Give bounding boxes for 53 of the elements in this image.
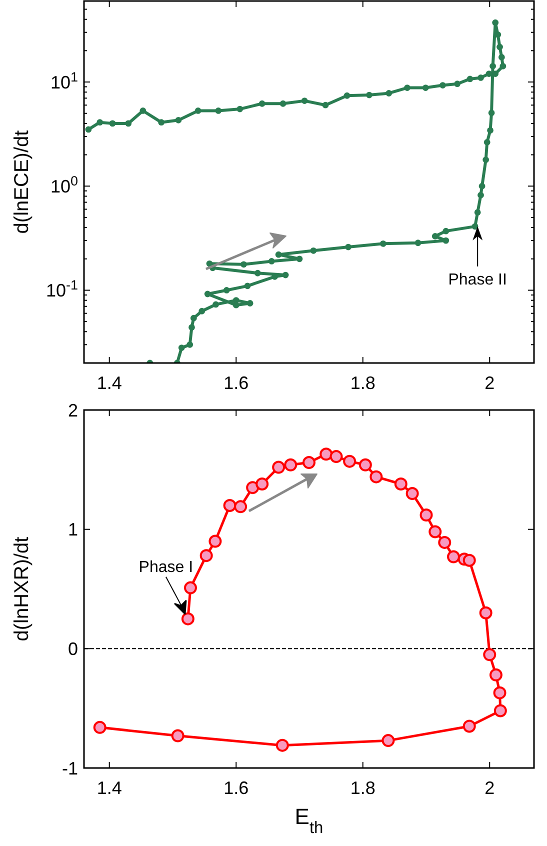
point	[234, 500, 248, 514]
point	[489, 668, 502, 682]
point	[184, 581, 197, 594]
x-axis-title: E$_{th}$	[294, 804, 324, 837]
point	[493, 686, 506, 700]
y-tick-label: -1	[62, 758, 78, 778]
point	[447, 550, 460, 564]
point	[181, 612, 194, 626]
point	[302, 456, 316, 470]
annotation: Phase I	[138, 558, 194, 576]
point	[394, 477, 408, 490]
y-tick-label: 10$^{0}$	[50, 172, 78, 196]
point	[462, 720, 476, 733]
point	[284, 458, 298, 472]
point	[246, 481, 260, 494]
point	[358, 458, 372, 472]
point	[171, 729, 184, 742]
annotation: Phase II	[448, 271, 507, 288]
point	[200, 549, 213, 562]
x-tick-label: 1.4	[96, 373, 122, 393]
x-tick-label: 1.8	[350, 778, 376, 798]
point	[276, 738, 289, 752]
point	[223, 498, 236, 512]
point	[438, 536, 452, 549]
point	[428, 525, 442, 538]
x-tick-label: 1.6	[224, 778, 249, 798]
y-tick-label: 2	[68, 400, 78, 420]
x-tick-label: 1.8	[350, 373, 376, 393]
point	[382, 734, 395, 748]
point	[208, 534, 222, 548]
point	[256, 477, 269, 490]
y-tick-label: 1	[68, 520, 78, 540]
point	[420, 508, 433, 522]
point	[343, 454, 356, 468]
y-axis-title: d(lnECE)/dt	[11, 130, 33, 234]
point	[320, 448, 333, 461]
point	[462, 554, 476, 567]
x-tick-label: 2	[484, 778, 495, 798]
y-tick-label: 10$^{-1}$	[46, 277, 78, 301]
point	[93, 720, 106, 734]
y-axis-title: d(lnHXR)/dt	[11, 536, 33, 642]
point	[483, 648, 496, 662]
point	[370, 470, 383, 484]
point	[330, 450, 343, 464]
point	[272, 460, 286, 474]
y-tick-label: 0	[68, 638, 78, 659]
y-tick-label: 10$^{1}$	[50, 68, 78, 92]
x-tick-label: 2	[484, 373, 495, 393]
point	[406, 487, 419, 500]
point	[494, 704, 507, 718]
point	[479, 606, 492, 620]
x-tick-label: 1.6	[224, 373, 249, 393]
x-tick-label: 1.4	[96, 778, 122, 798]
